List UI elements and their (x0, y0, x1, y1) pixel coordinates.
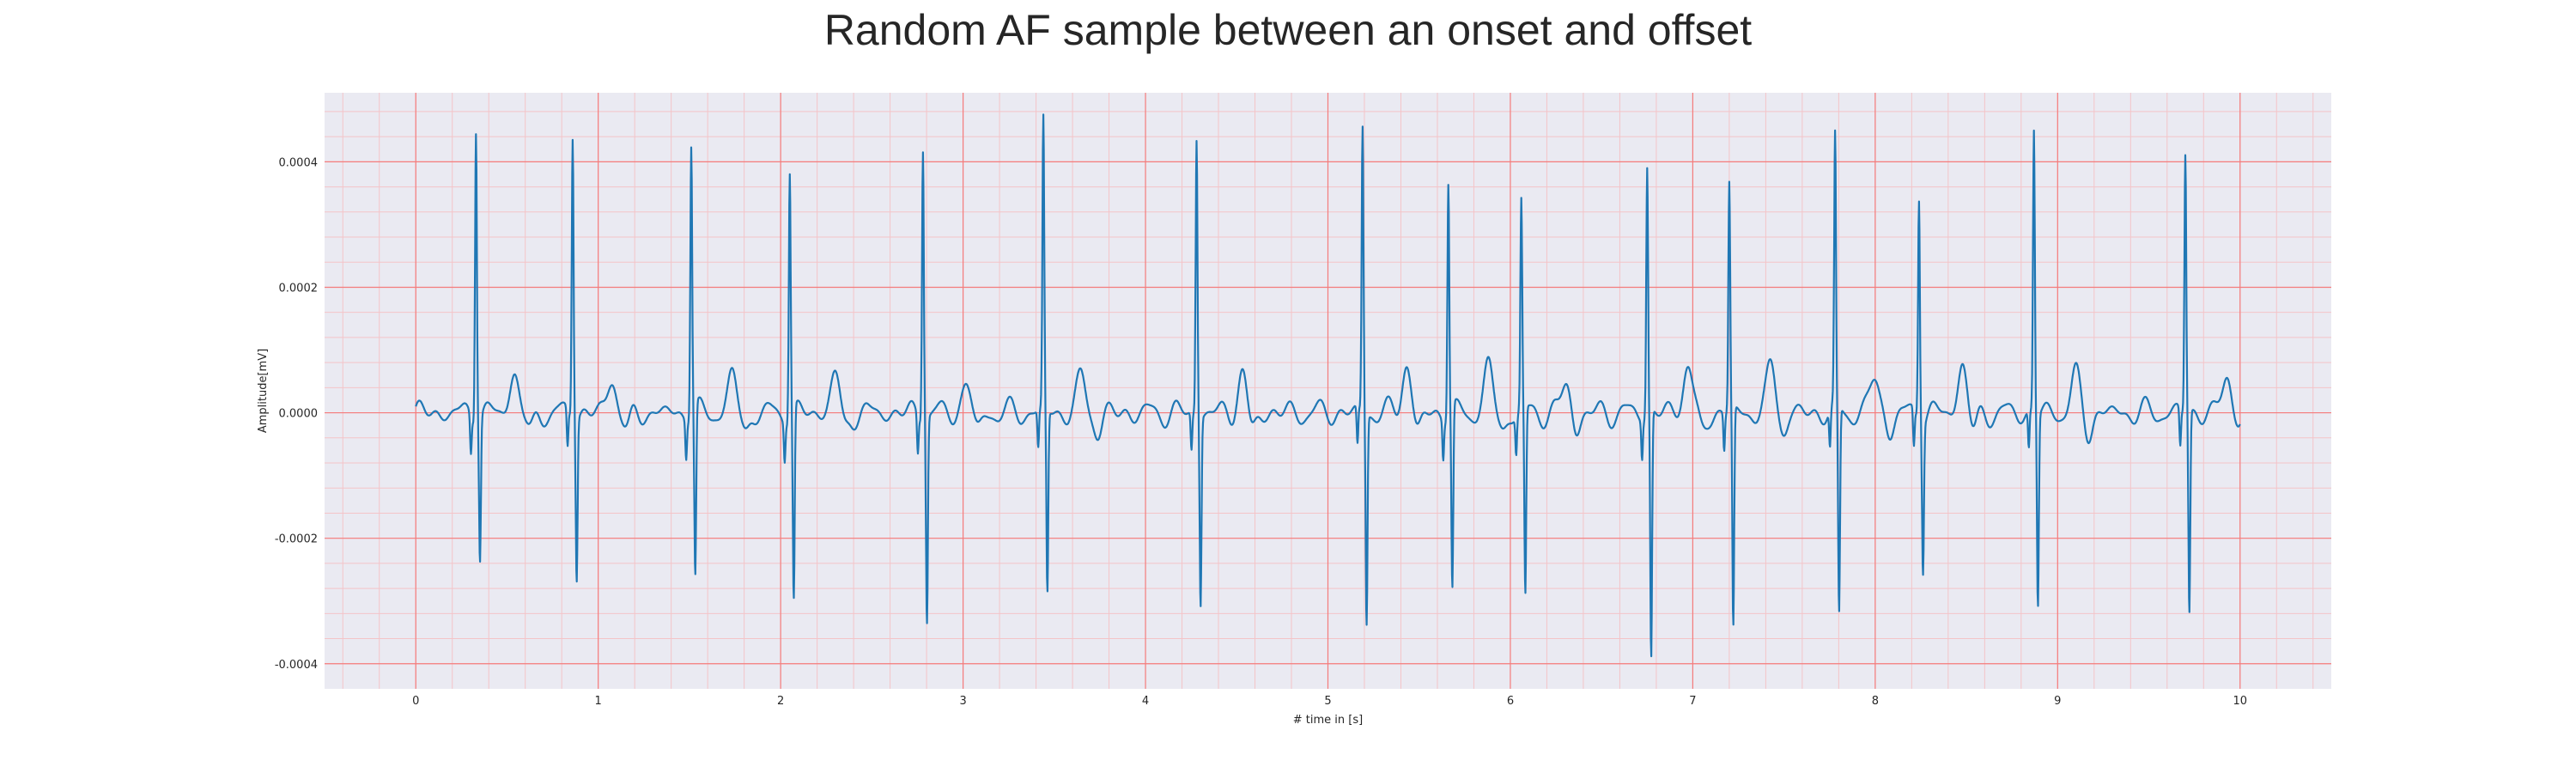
x-tick-label: 5 (1324, 695, 1331, 708)
x-tick-label: 6 (1507, 695, 1514, 708)
y-tick-label: 0.0000 (279, 408, 319, 421)
y-tick-label: -0.0004 (275, 659, 318, 672)
x-tick-label: 8 (1872, 695, 1879, 708)
y-tick-label: 0.0004 (279, 156, 319, 169)
x-tick-label: 4 (1142, 695, 1149, 708)
x-tick-label: 7 (1689, 695, 1696, 708)
x-tick-label: 9 (2054, 695, 2061, 708)
y-tick-labels: -0.0004 -0.0002 0.0000 0.0002 0.0004 (275, 156, 318, 671)
x-tick-label: 3 (959, 695, 966, 708)
chart-title: Random AF sample between an onset and of… (823, 6, 1753, 54)
x-axis-label: # time in [s] (1293, 714, 1363, 727)
y-tick-label: -0.0002 (275, 533, 318, 546)
x-tick-labels: 0 1 2 3 4 5 6 7 8 9 10 (412, 695, 2247, 708)
ecg-signal-line (415, 113, 2241, 658)
y-axis-label: Amplitude[mV] (257, 349, 270, 433)
x-tick-label: 1 (595, 695, 602, 708)
x-tick-label: 10 (2233, 695, 2247, 708)
x-tick-label: 0 (412, 695, 419, 708)
x-tick-label: 2 (777, 695, 784, 708)
y-tick-label: 0.0002 (279, 282, 319, 295)
